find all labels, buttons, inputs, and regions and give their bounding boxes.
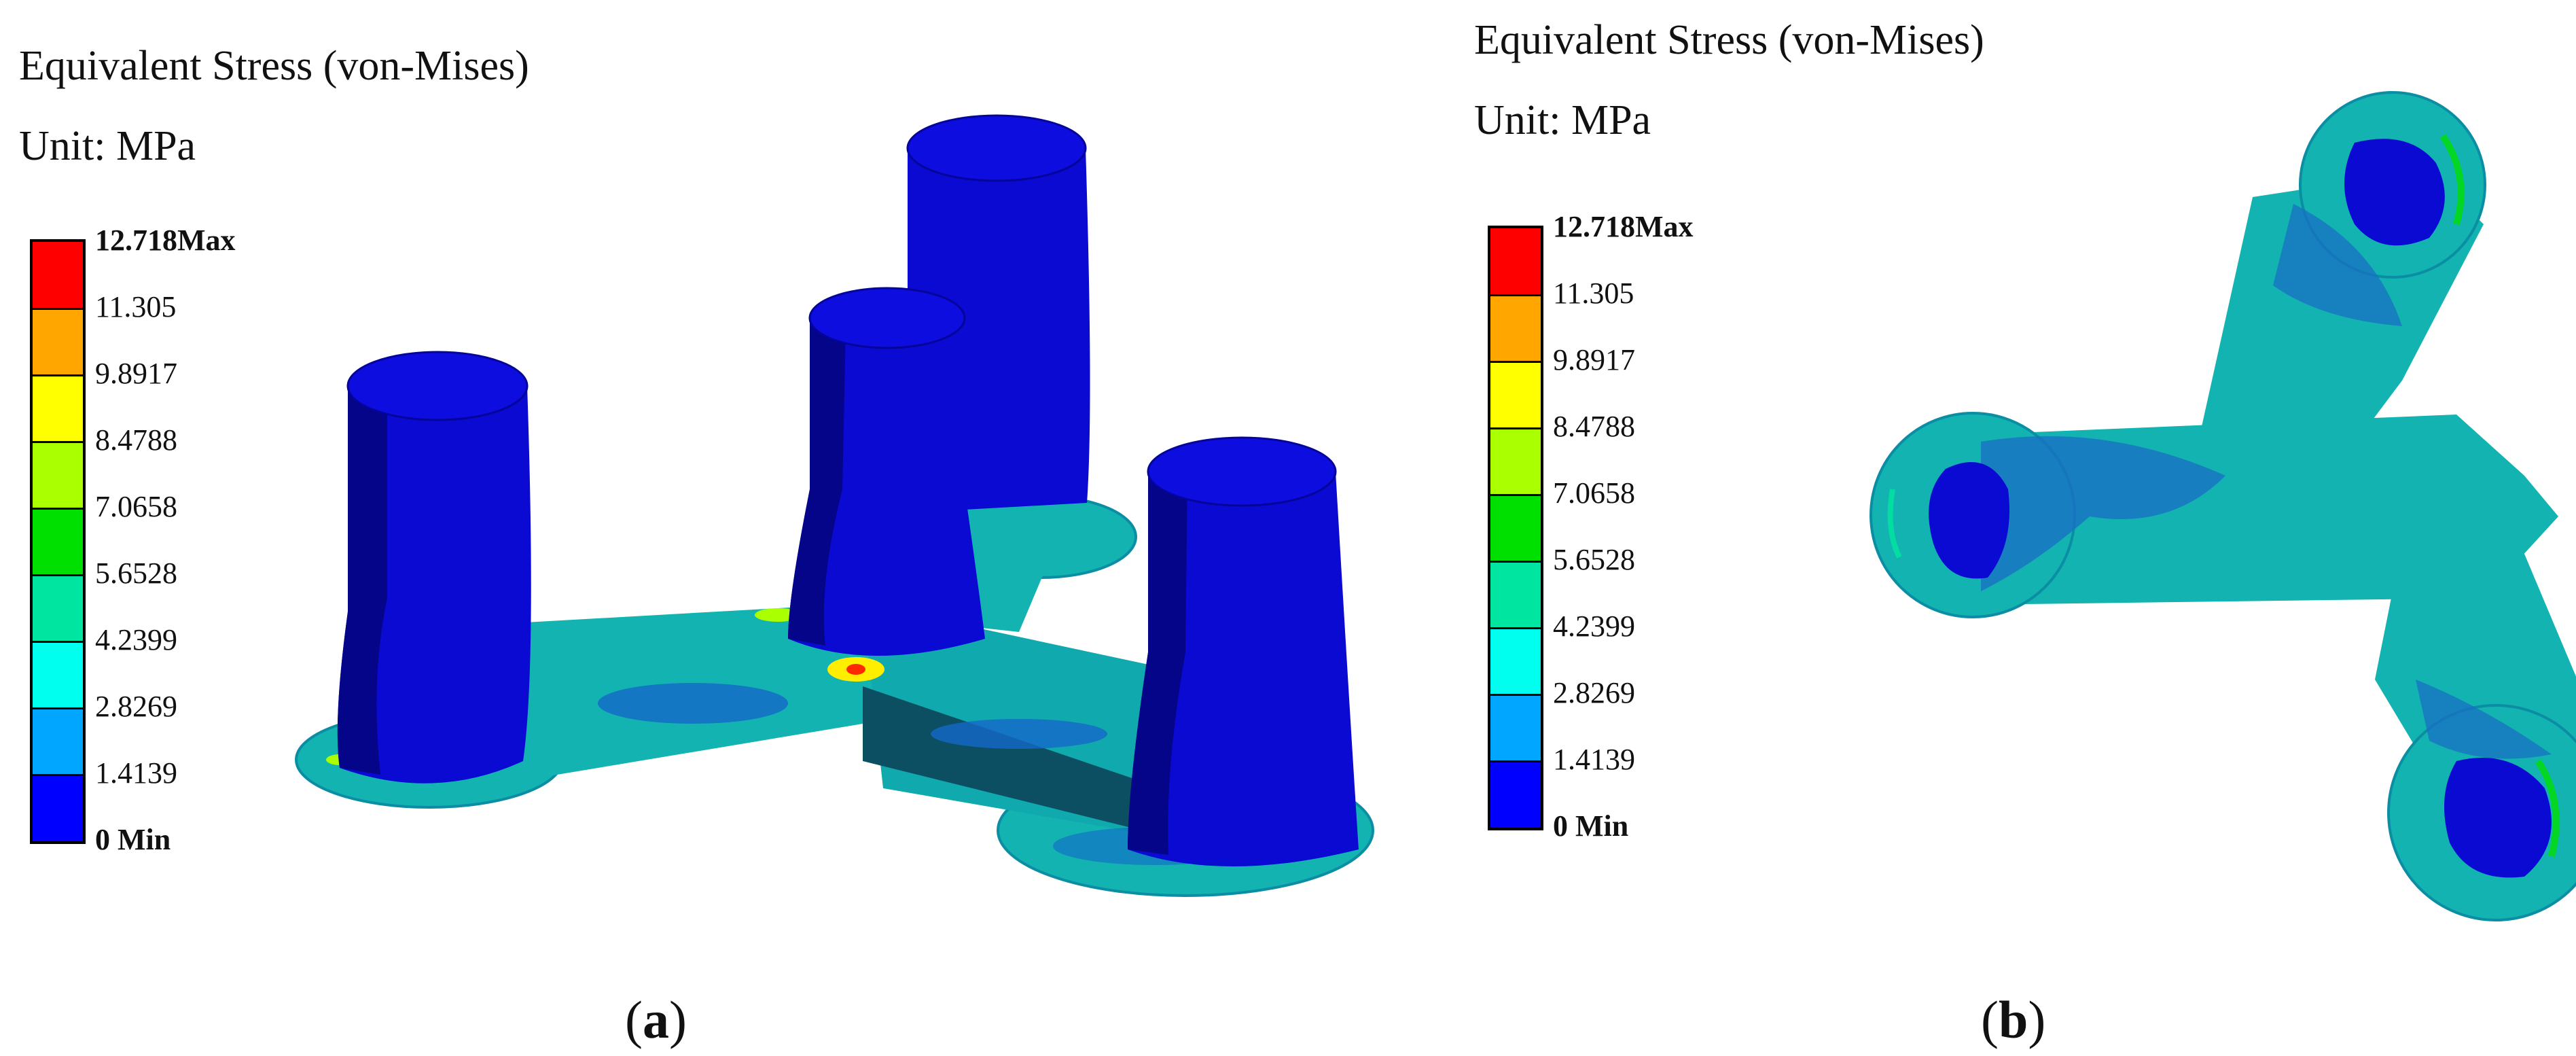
legend-swatch-b-6 bbox=[1490, 628, 1541, 694]
legend-separator bbox=[1490, 694, 1541, 696]
legend-bar-a bbox=[30, 239, 86, 844]
legend-swatch-b-3 bbox=[1490, 428, 1541, 495]
legend-separator bbox=[33, 574, 83, 576]
legend-level-a-1: 11.305 bbox=[95, 290, 177, 323]
legend-level-a-6: 4.2399 bbox=[95, 623, 177, 656]
legend-level-a-4: 7.0658 bbox=[95, 490, 177, 523]
legend-swatch-a-6 bbox=[33, 641, 83, 708]
legend-separator bbox=[33, 441, 83, 443]
fem-model-top-view bbox=[1870, 91, 2576, 921]
legend-swatch-a-8 bbox=[33, 775, 83, 841]
caption-b-open: ( bbox=[1981, 990, 1999, 1049]
legend-level-b-2: 9.8917 bbox=[1553, 343, 1635, 376]
legend-level-a-5: 5.6528 bbox=[95, 557, 177, 590]
legend-bar-b bbox=[1488, 226, 1543, 830]
legend-swatch-a-5 bbox=[33, 575, 83, 641]
legend-separator bbox=[1490, 561, 1541, 563]
fem-model-3d-view bbox=[295, 114, 1374, 897]
caption-b: (b) bbox=[1981, 989, 2045, 1051]
pillar-center bbox=[788, 287, 985, 656]
legend-level-b-8: 1.4139 bbox=[1553, 743, 1635, 776]
legend-level-b-1: 11.305 bbox=[1553, 277, 1634, 310]
legend-swatch-a-7 bbox=[33, 708, 83, 775]
legend-level-a-3: 8.4788 bbox=[95, 423, 177, 457]
legend-separator bbox=[33, 641, 83, 643]
legend-level-b-6: 4.2399 bbox=[1553, 610, 1635, 643]
legend-separator bbox=[1490, 361, 1541, 363]
legend-separator bbox=[33, 774, 83, 776]
legend-level-b-0: 12.718Max bbox=[1553, 210, 1694, 243]
legend-separator bbox=[33, 508, 83, 510]
legend-level-b-7: 2.8269 bbox=[1553, 676, 1635, 709]
panel-b: Equivalent Stress (von-Mises) Unit: MPa … bbox=[1288, 0, 2576, 1056]
legend-separator bbox=[33, 374, 83, 376]
legend-swatch-a-2 bbox=[33, 375, 83, 442]
legend-level-b-5: 5.6528 bbox=[1553, 543, 1635, 576]
legend-swatch-b-5 bbox=[1490, 561, 1541, 628]
legend-swatch-b-8 bbox=[1490, 761, 1541, 828]
legend-swatch-b-7 bbox=[1490, 694, 1541, 761]
legend-separator bbox=[1490, 427, 1541, 429]
legend-swatch-b-1 bbox=[1490, 295, 1541, 362]
pillar-left bbox=[337, 351, 531, 784]
legend-swatch-a-0 bbox=[33, 242, 83, 309]
panel-a-title: Equivalent Stress (von-Mises) bbox=[19, 43, 529, 89]
legend-separator bbox=[1490, 494, 1541, 496]
legend-level-a-9: 0 Min bbox=[95, 823, 171, 856]
legend-level-b-3: 8.4788 bbox=[1553, 410, 1635, 443]
legend-level-a-7: 2.8269 bbox=[95, 690, 177, 723]
caption-b-close: ) bbox=[2028, 990, 2046, 1049]
caption-a-close: ) bbox=[668, 990, 687, 1049]
panel-a-unit: Unit: MPa bbox=[19, 123, 196, 169]
legend-level-b-9: 0 Min bbox=[1553, 809, 1629, 843]
y-shaped-plate bbox=[1870, 91, 2576, 921]
legend-separator bbox=[33, 308, 83, 310]
caption-a: (a) bbox=[625, 989, 687, 1051]
legend-swatch-b-2 bbox=[1490, 362, 1541, 428]
pillar-right bbox=[1128, 436, 1359, 866]
legend-swatch-a-3 bbox=[33, 442, 83, 508]
legend-swatch-b-0 bbox=[1490, 228, 1541, 295]
legend-swatch-a-1 bbox=[33, 309, 83, 375]
legend-separator bbox=[33, 707, 83, 709]
legend-swatch-b-4 bbox=[1490, 495, 1541, 561]
caption-a-open: ( bbox=[625, 990, 643, 1049]
panel-a: Equivalent Stress (von-Mises) Unit: MPa … bbox=[19, 43, 1374, 1051]
caption-b-letter: b bbox=[1998, 990, 2028, 1049]
legend-separator bbox=[1490, 627, 1541, 629]
panel-b-unit: Unit: MPa bbox=[1474, 97, 1651, 143]
legend-separator bbox=[1490, 760, 1541, 762]
legend-level-b-4: 7.0658 bbox=[1553, 476, 1635, 510]
legend-level-a-0: 12.718Max bbox=[95, 224, 236, 257]
caption-a-letter: a bbox=[642, 990, 669, 1049]
legend-level-a-2: 9.8917 bbox=[95, 357, 177, 390]
legend-level-a-8: 1.4139 bbox=[95, 756, 177, 790]
legend-separator bbox=[1490, 294, 1541, 296]
legend-swatch-a-4 bbox=[33, 508, 83, 575]
panel-b-title: Equivalent Stress (von-Mises) bbox=[1474, 17, 1984, 63]
